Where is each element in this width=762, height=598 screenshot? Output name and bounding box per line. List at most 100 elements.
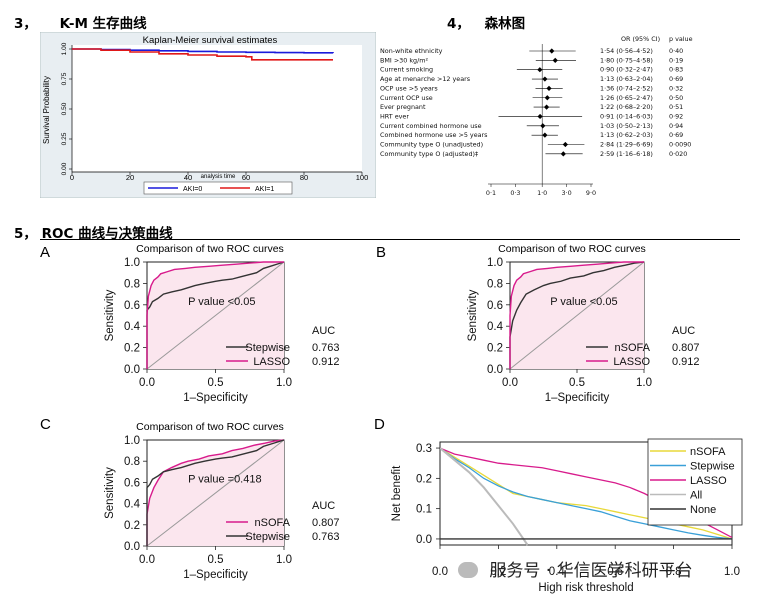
roc-ytick-label: 0.0 [124, 364, 140, 376]
roc-legend-auc: 0.912 [672, 356, 700, 368]
roc-auc-header: AUC [672, 325, 695, 337]
forest-point [544, 95, 550, 101]
forest-row-label: Non-white ethnicity [380, 47, 443, 55]
km-curve-aki1 [72, 48, 333, 61]
dca-legend-name: Stepwise [690, 461, 735, 473]
forest-tick-label: 1·0 [537, 189, 547, 197]
forest-point [552, 57, 558, 63]
dca-legend-name: All [690, 490, 702, 502]
roc-diagonal [146, 261, 285, 370]
panel-letter: A [40, 244, 50, 261]
roc-curve-stepwise [146, 439, 285, 546]
km-plot-area [72, 45, 362, 172]
dca-xtick-label: 0.6 [607, 566, 623, 578]
roc-legend-name: LASSO [613, 356, 650, 368]
km-legend-aki0: AKI=0 [183, 186, 202, 193]
roc-curve-nsofa [509, 261, 645, 369]
forest-tick-label: 3·0 [561, 189, 571, 197]
roc-ytick-label: 1.0 [124, 257, 140, 269]
km-xtick-label: 40 [184, 173, 192, 182]
roc-xlabel: 1–Specificity [545, 392, 610, 404]
forest-or-text: 1·54 (0·56–4·52) [600, 47, 653, 55]
roc-panel-c: C Comparison of two ROC curves 0.0 0.2 0.4… [40, 416, 340, 581]
forest-header-p: p value [669, 35, 693, 43]
roc-ytick-label: 0.6 [124, 477, 140, 489]
forest-point [542, 76, 548, 82]
km-xtick-label: 100 [356, 173, 369, 182]
forest-point [543, 104, 550, 110]
roc-legend-name: Stepwise [245, 342, 290, 354]
forest-p-value: 0·69 [669, 131, 683, 139]
roc-annotation: P value =0.418 [188, 473, 262, 485]
forest-p-value: 0·51 [669, 103, 683, 111]
dca-ytick-label: 0.2 [416, 473, 432, 485]
dca-legend-name: LASSO [690, 475, 727, 487]
watermark: 服务号 · 华信医学科研平台 [458, 556, 693, 581]
forest-or-text: 1·26 (0·65–2·47) [600, 94, 653, 102]
km-xtick-label: 0 [70, 173, 74, 182]
roc-xtick-label: 0.5 [569, 377, 585, 389]
section-title: K-M 生存曲线 [59, 16, 147, 32]
forest-p-value: 0·32 [669, 84, 683, 92]
roc-legend-auc: 0.763 [312, 531, 340, 543]
section-number: 5， [14, 226, 37, 242]
km-xtick-label: 80 [300, 173, 308, 182]
forest-p-value: 0·50 [669, 94, 683, 102]
forest-or-text: 2·84 (1·29–6·69) [600, 141, 653, 149]
roc-ytick-label: 0.4 [124, 499, 141, 511]
forest-p-value: 0·69 [669, 75, 683, 83]
roc-xlabel: 1–Specificity [183, 392, 248, 404]
roc-legend-auc: 0.807 [312, 517, 340, 529]
section-3-heading: 3， K-M 生存曲线 [14, 12, 147, 32]
roc-panel-a: A Comparison of two ROC curves 0.0 0.2 0.4… [40, 243, 340, 404]
section-title: ROC 曲线与决策曲线 [41, 226, 173, 242]
km-xlabel: analysis time [201, 174, 236, 180]
forest-tick-label: 9·0 [586, 189, 596, 197]
dca-curve-stepwise [440, 447, 732, 540]
forest-row-label: Community type O (adjusted)‡ [380, 150, 479, 158]
roc-ytick-label: 1.0 [487, 257, 503, 269]
dca-xtick-label: 0.2 [490, 566, 506, 578]
forest-or-text: 2·59 (1·16–6·18) [600, 150, 653, 158]
roc-xtick-label: 1.0 [636, 377, 652, 389]
km-xtick-label: 20 [126, 173, 134, 182]
dca-ytick-label: 0.0 [416, 534, 432, 546]
dca-ytick-label: 0.1 [416, 504, 432, 516]
roc-diagonal [509, 261, 645, 370]
roc-legend-name: nSOFA [615, 342, 651, 354]
forest-row-label: Current combined hormone use [380, 122, 482, 130]
forest-point [540, 123, 546, 129]
roc-curve-stepwise [146, 261, 285, 369]
section-title: 森林图 [484, 16, 526, 32]
forest-or-text: 0·91 (0·14–6·03) [600, 112, 653, 120]
roc-ytick-label: 0.0 [124, 541, 140, 553]
roc-auc-header: AUC [312, 325, 335, 337]
roc-annotation: P value <0.05 [188, 296, 255, 308]
km-ytick-label: 0.25 [61, 132, 68, 145]
dca-xtick-label: 0.0 [432, 566, 448, 578]
roc-auc-header: AUC [312, 500, 335, 512]
roc-legend-auc: 0.912 [312, 356, 340, 368]
dca-legend [647, 438, 743, 526]
roc-legend-auc: 0.763 [312, 342, 340, 354]
forest-row-label: Age at menarche >12 years [380, 75, 471, 83]
dca-legend-name: None [690, 504, 716, 516]
forest-point [562, 141, 568, 148]
km-ytick-label: 0.75 [61, 72, 68, 85]
km-ytick-label: 1.00 [61, 42, 68, 55]
forest-point [537, 67, 543, 73]
roc-panel-b: B Comparison of two ROC curves 0.0 0.2 0.4… [376, 243, 700, 404]
roc-legend-auc: 0.807 [672, 342, 700, 354]
roc-xtick-label: 0.0 [502, 377, 518, 389]
forest-plot: OR (95% CI) p value Non-white ethnicity 1… [380, 35, 693, 197]
roc-legend-name: LASSO [253, 356, 290, 368]
forest-p-value: 0·40 [669, 47, 683, 55]
roc-ytick-label: 0.6 [124, 300, 140, 312]
section-number: 4， [447, 16, 470, 32]
roc-xtick-label: 1.0 [276, 377, 292, 389]
forest-row-label: OCP use >5 years [380, 84, 438, 92]
roc-ytick-label: 0.8 [124, 278, 140, 290]
dca-xtick-label: 0.4 [549, 566, 566, 578]
dca-curve-all [440, 447, 529, 546]
forest-row-label: Combined hormone use >5 years [380, 131, 488, 139]
